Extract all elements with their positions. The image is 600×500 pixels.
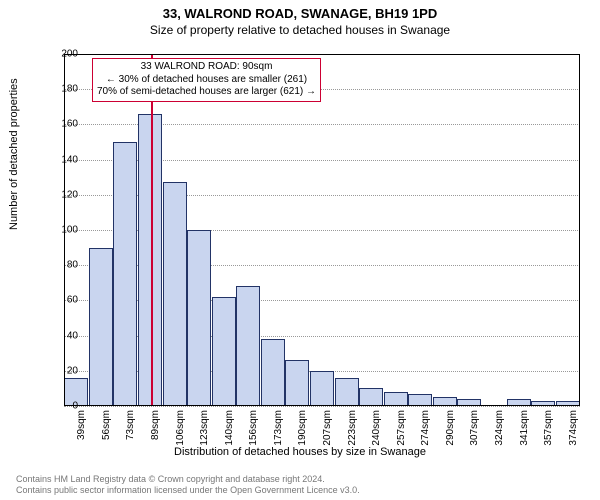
x-tick-label: 140sqm (224, 410, 235, 470)
y-tick-label: 60 (48, 295, 78, 306)
histogram-bar (457, 399, 481, 406)
histogram-bar (310, 371, 334, 406)
annotation-box: 33 WALROND ROAD: 90sqm← 30% of detached … (92, 58, 321, 102)
x-tick-label: 190sqm (297, 410, 308, 470)
y-tick-label: 120 (48, 189, 78, 200)
x-tick-label: 374sqm (568, 410, 579, 470)
footer-line-2: Contains public sector information licen… (16, 485, 584, 496)
y-tick-label: 200 (48, 49, 78, 60)
x-tick-label: 307sqm (469, 410, 480, 470)
chart-plot-area: 33 WALROND ROAD: 90sqm← 30% of detached … (64, 54, 580, 406)
x-tick-label: 156sqm (248, 410, 259, 470)
y-axis-label: Number of detached properties (8, 78, 20, 230)
histogram-bar (285, 360, 309, 406)
histogram-bar (236, 286, 260, 406)
y-tick-label: 160 (48, 119, 78, 130)
y-tick-label: 40 (48, 330, 78, 341)
x-tick-label: 357sqm (543, 410, 554, 470)
histogram-bar (384, 392, 408, 406)
histogram-bar (556, 401, 580, 406)
page-title: 33, WALROND ROAD, SWANAGE, BH19 1PD (0, 0, 600, 21)
x-tick-label: 324sqm (494, 410, 505, 470)
y-tick-label: 180 (48, 84, 78, 95)
histogram-bar (138, 114, 162, 406)
property-marker-line (151, 54, 153, 406)
x-tick-label: 341sqm (519, 410, 530, 470)
footer-line-1: Contains HM Land Registry data © Crown c… (16, 474, 584, 485)
histogram-bar (89, 248, 113, 406)
x-tick-label: 223sqm (347, 410, 358, 470)
x-tick-label: 240sqm (371, 410, 382, 470)
y-tick-label: 80 (48, 260, 78, 271)
histogram-bar (507, 399, 531, 406)
x-tick-label: 123sqm (199, 410, 210, 470)
x-tick-label: 173sqm (273, 410, 284, 470)
x-tick-label: 39sqm (76, 410, 87, 470)
y-tick-label: 100 (48, 225, 78, 236)
x-tick-label: 274sqm (420, 410, 431, 470)
y-tick-label: 0 (48, 401, 78, 412)
footer-attribution: Contains HM Land Registry data © Crown c… (16, 474, 584, 496)
x-tick-label: 257sqm (396, 410, 407, 470)
histogram-bar (531, 401, 555, 406)
histogram-bar (335, 378, 359, 406)
histogram-bar (212, 297, 236, 406)
annotation-line-2: ← 30% of detached houses are smaller (26… (97, 74, 316, 87)
x-tick-label: 106sqm (175, 410, 186, 470)
x-tick-label: 89sqm (150, 410, 161, 470)
page-subtitle: Size of property relative to detached ho… (0, 21, 600, 37)
histogram-bar (433, 397, 457, 406)
histogram-bar (408, 394, 432, 406)
x-tick-label: 207sqm (322, 410, 333, 470)
histogram-bar (261, 339, 285, 406)
y-tick-label: 140 (48, 154, 78, 165)
histogram-bar (187, 230, 211, 406)
grid-line (64, 54, 580, 55)
histogram-bar (113, 142, 137, 406)
histogram-bar (359, 388, 383, 406)
grid-line (64, 406, 580, 407)
annotation-line-1: 33 WALROND ROAD: 90sqm (97, 61, 316, 74)
y-tick-label: 20 (48, 365, 78, 376)
x-tick-label: 290sqm (445, 410, 456, 470)
annotation-line-3: 70% of semi-detached houses are larger (… (97, 86, 316, 99)
x-tick-label: 56sqm (101, 410, 112, 470)
x-tick-label: 73sqm (125, 410, 136, 470)
histogram-bar (163, 182, 187, 406)
